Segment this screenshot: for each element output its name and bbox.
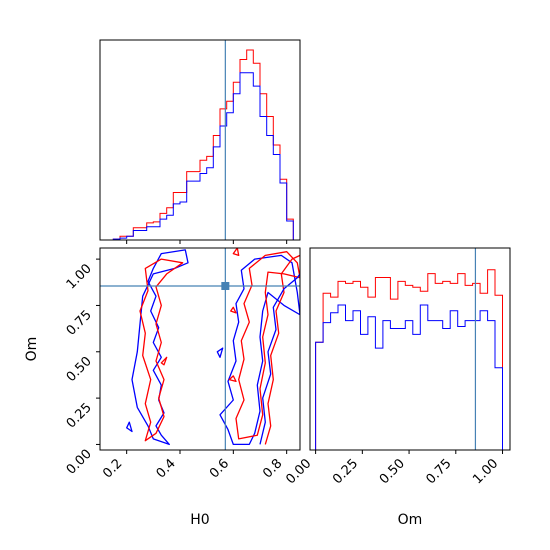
contour-xtick-label: 0.2: [100, 456, 125, 481]
red-contour: [230, 306, 237, 314]
hist-h0-panel: [99, 39, 301, 244]
red-contour: [232, 248, 240, 257]
om-hist-xtick-label: 0.75: [424, 456, 455, 487]
blue-contour: [259, 273, 300, 445]
contour-panel: 0.2 0.4 0.6 0.8 0.00 0.25 0.50 0.75 1.00: [64, 247, 301, 481]
red-contour: [139, 258, 184, 442]
om-x-axis-label: Om: [398, 512, 423, 528]
contour-xtick-label: 0.8: [260, 456, 285, 481]
h0-hist-frame: [99, 39, 301, 241]
blue-contour: [126, 421, 133, 433]
om-hist-xtick-label: 0.50: [377, 456, 408, 487]
red-contour: [235, 251, 300, 440]
om-hist-xtick-label: 1.00: [470, 456, 501, 487]
hist-om-panel: 0.00 0.25 0.50 0.75 1.00: [283, 247, 511, 487]
contour-ytick-label: 0.75: [64, 308, 95, 339]
h0-axis-label: H0: [190, 512, 209, 528]
contour-frame: [99, 247, 301, 451]
contour-xtick-label: 0.4: [154, 456, 179, 481]
om-hist-xtick-label: 0.00: [283, 456, 314, 487]
om-hist-frame: [309, 247, 511, 451]
red-contour: [264, 254, 300, 445]
blue-contour: [219, 254, 300, 446]
contour-ytick-label: 0.25: [64, 400, 95, 431]
blue-om-histogram: [315, 304, 503, 450]
contour-ytick-label: 0.50: [64, 354, 95, 385]
red-om-histogram: [315, 269, 503, 450]
om-y-axis-label: Om: [24, 337, 40, 362]
contour-lines: [126, 248, 300, 446]
om-hist-xtick-label: 0.25: [330, 456, 361, 487]
red-contour: [228, 375, 237, 383]
contour-ytick-label: 1.00: [64, 261, 95, 292]
blue-contour: [216, 347, 224, 358]
truth-marker: [221, 281, 230, 290]
red-h0-histogram: [112, 49, 294, 240]
contour-xtick-label: 0.6: [207, 456, 232, 481]
blue-h0-histogram: [112, 72, 294, 240]
red-contour: [160, 356, 168, 366]
contour-ytick-label: 0.00: [64, 447, 95, 478]
